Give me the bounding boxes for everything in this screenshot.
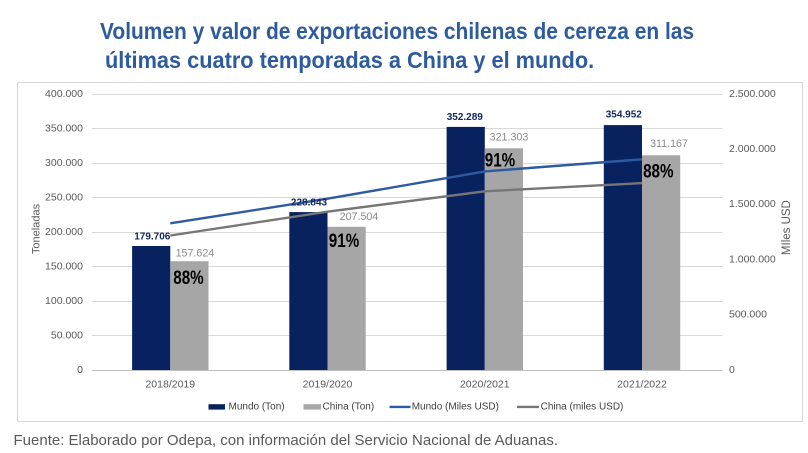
svg-text:Mundo (Ton): Mundo (Ton) [229,402,285,413]
svg-text:88%: 88% [173,266,204,288]
svg-text:2019/2020: 2019/2020 [303,379,353,391]
svg-text:321.303: 321.303 [490,132,529,144]
svg-text:311.167: 311.167 [650,138,688,150]
svg-text:228.843: 228.843 [291,198,328,209]
svg-text:2021/2022: 2021/2022 [617,379,667,391]
svg-text:1.500.000: 1.500.000 [729,198,776,210]
svg-text:200.000: 200.000 [45,226,83,238]
svg-text:100.000: 100.000 [45,295,83,307]
svg-text:91%: 91% [485,149,516,171]
svg-text:179.706: 179.706 [134,232,171,243]
svg-text:Toneladas: Toneladas [31,203,43,254]
svg-text:354.952: 354.952 [606,110,643,121]
svg-text:2.000.000: 2.000.000 [729,143,776,155]
svg-text:207.504: 207.504 [340,211,379,223]
svg-text:China (Ton): China (Ton) [323,402,375,413]
svg-text:1.000.000: 1.000.000 [729,253,776,265]
svg-text:91%: 91% [329,229,360,251]
svg-text:350.000: 350.000 [45,122,83,134]
svg-text:300.000: 300.000 [45,157,83,169]
svg-text:157.624: 157.624 [176,248,215,260]
svg-text:88%: 88% [643,160,674,182]
svg-text:0: 0 [729,364,735,376]
svg-text:MIles USD: MIles USD [781,200,793,255]
svg-text:2.500.000: 2.500.000 [729,88,776,100]
svg-text:400.000: 400.000 [45,88,83,100]
svg-text:352.289: 352.289 [447,112,484,123]
svg-text:150.000: 150.000 [45,260,83,272]
svg-text:50.000: 50.000 [51,329,83,341]
svg-text:Mundo (Miles USD): Mundo (Miles USD) [412,402,499,413]
svg-text:0: 0 [77,364,83,376]
svg-text:2020/2021: 2020/2021 [460,379,510,391]
svg-text:2018/2019: 2018/2019 [145,379,195,391]
svg-text:China (miles USD): China (miles USD) [541,402,624,413]
svg-text:250.000: 250.000 [45,191,83,203]
svg-text:500.000: 500.000 [729,309,767,321]
